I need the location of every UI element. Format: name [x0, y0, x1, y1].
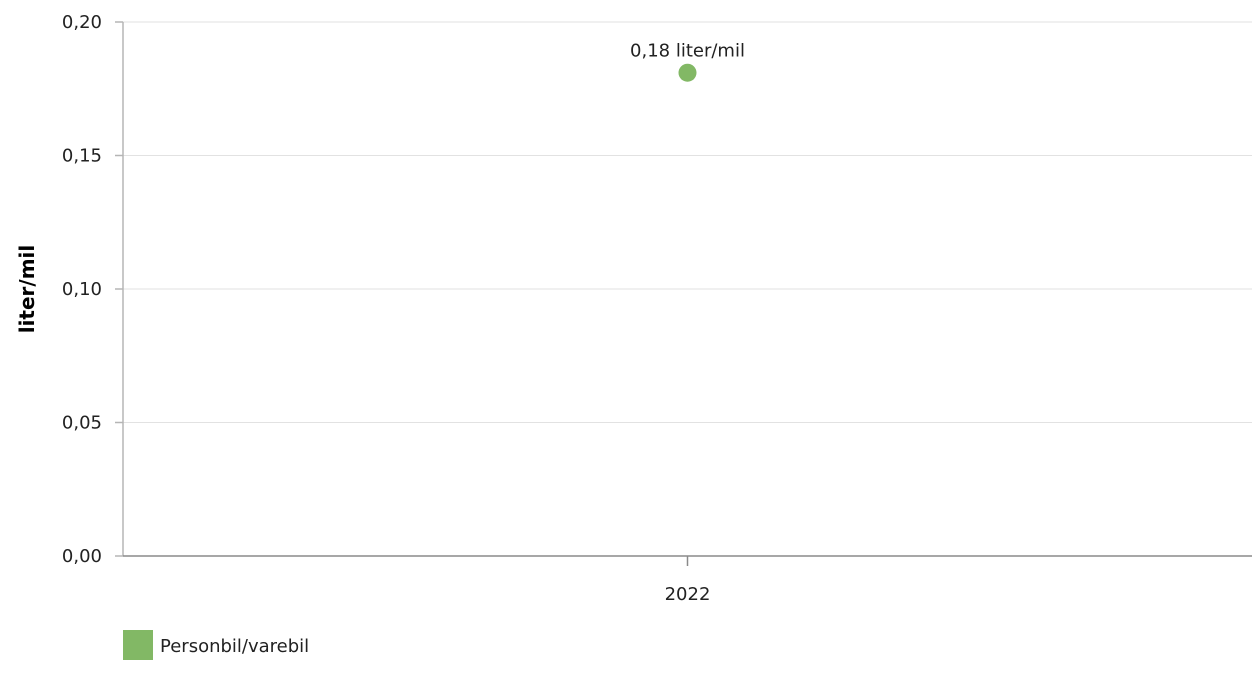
x-tick-label: 2022 — [665, 584, 711, 605]
data-label: 0,18 liter/mil — [630, 41, 745, 62]
y-tick-label: 0,10 — [62, 279, 102, 300]
y-tick-label: 0,15 — [62, 146, 102, 167]
y-axis-title: liter/mil — [15, 245, 39, 334]
data-point — [678, 63, 697, 82]
x-tick-labels: 2022 — [665, 556, 711, 605]
legend-label: Personbil/varebil — [160, 636, 309, 657]
legend-swatch — [123, 630, 153, 660]
y-tick-label: 0,00 — [62, 546, 102, 567]
gridlines — [123, 21, 1252, 423]
y-tick-label: 0,20 — [62, 12, 102, 33]
y-tick-labels: 0,00 0,05 0,10 0,15 0,20 — [62, 12, 123, 567]
data-points: 0,18 liter/mil — [630, 41, 745, 82]
y-tick-label: 0,05 — [62, 413, 102, 434]
legend: Personbil/varebil — [123, 630, 309, 660]
